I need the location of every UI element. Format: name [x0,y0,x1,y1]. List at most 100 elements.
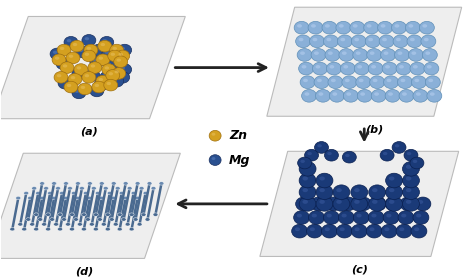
Ellipse shape [424,38,428,41]
Ellipse shape [338,211,354,224]
Ellipse shape [418,200,423,204]
Ellipse shape [311,49,326,61]
Ellipse shape [113,223,118,226]
Ellipse shape [316,65,320,69]
Ellipse shape [342,76,357,88]
Ellipse shape [95,191,100,195]
Ellipse shape [64,37,78,48]
Ellipse shape [81,86,85,89]
Ellipse shape [319,200,325,204]
Ellipse shape [384,227,390,231]
Ellipse shape [123,196,128,200]
Ellipse shape [67,84,71,87]
Ellipse shape [398,211,414,224]
Ellipse shape [378,21,392,34]
Ellipse shape [82,213,86,216]
Text: (b): (b) [365,124,383,134]
Ellipse shape [52,54,66,66]
Ellipse shape [345,154,350,157]
Ellipse shape [350,21,365,34]
Ellipse shape [75,196,81,200]
Ellipse shape [102,74,107,77]
Ellipse shape [109,72,113,75]
Ellipse shape [336,188,342,192]
Ellipse shape [297,214,302,217]
Ellipse shape [121,218,126,221]
Ellipse shape [414,227,419,231]
Ellipse shape [331,79,336,82]
Ellipse shape [316,197,333,211]
Ellipse shape [62,218,66,221]
Ellipse shape [383,152,387,155]
Ellipse shape [82,35,96,46]
Ellipse shape [339,227,345,231]
Ellipse shape [371,90,386,102]
Ellipse shape [351,35,366,48]
Ellipse shape [303,79,308,82]
Ellipse shape [399,65,404,69]
Ellipse shape [104,60,118,71]
Ellipse shape [344,200,349,204]
Ellipse shape [316,90,330,102]
Ellipse shape [42,223,46,226]
Ellipse shape [97,82,101,85]
Ellipse shape [422,24,427,28]
Ellipse shape [342,151,356,163]
Ellipse shape [104,79,118,91]
Ellipse shape [70,40,84,52]
Ellipse shape [93,213,98,216]
Ellipse shape [120,47,125,50]
Ellipse shape [94,79,108,91]
Ellipse shape [357,90,372,102]
Ellipse shape [333,197,350,211]
Ellipse shape [353,211,369,224]
Ellipse shape [394,24,400,28]
Ellipse shape [109,218,114,221]
Ellipse shape [298,157,311,169]
Ellipse shape [351,224,367,238]
Ellipse shape [299,200,304,204]
Ellipse shape [402,173,419,188]
Ellipse shape [416,92,421,96]
Ellipse shape [115,70,119,73]
Ellipse shape [294,211,310,224]
Ellipse shape [37,218,43,221]
Ellipse shape [301,160,305,163]
Ellipse shape [325,149,338,161]
Ellipse shape [67,39,71,42]
Ellipse shape [107,191,112,195]
Ellipse shape [310,227,315,231]
Ellipse shape [368,62,383,75]
Ellipse shape [427,90,442,102]
Ellipse shape [309,211,325,224]
Ellipse shape [305,92,310,96]
Ellipse shape [369,197,386,211]
Ellipse shape [343,90,358,102]
Ellipse shape [310,35,325,48]
Ellipse shape [386,185,402,199]
Ellipse shape [99,57,103,60]
Ellipse shape [413,65,418,69]
Ellipse shape [105,213,110,216]
Ellipse shape [89,72,93,75]
Ellipse shape [357,65,362,69]
Ellipse shape [18,223,23,226]
Ellipse shape [302,200,308,204]
Ellipse shape [370,51,374,55]
Ellipse shape [325,227,330,231]
Ellipse shape [91,64,95,68]
Ellipse shape [366,224,382,238]
Ellipse shape [398,76,412,88]
Ellipse shape [73,43,77,46]
Ellipse shape [107,62,111,66]
Ellipse shape [92,81,106,93]
Ellipse shape [317,79,322,82]
Ellipse shape [394,49,410,61]
Ellipse shape [22,227,27,231]
Ellipse shape [428,79,433,82]
Ellipse shape [87,196,92,200]
Ellipse shape [47,191,53,195]
Ellipse shape [118,74,123,77]
Ellipse shape [85,53,89,56]
Ellipse shape [356,76,371,88]
